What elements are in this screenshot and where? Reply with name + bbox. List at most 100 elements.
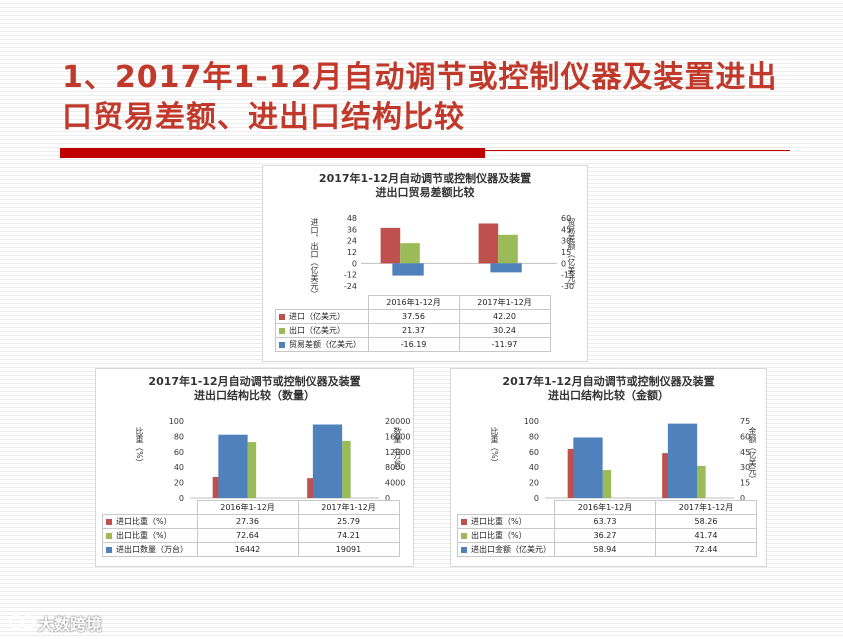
chart-title-line2: 进出口结构比较（数量） xyxy=(194,389,315,402)
y-tick-right: 16000 xyxy=(385,432,410,441)
legend-swatch xyxy=(279,341,285,348)
chart-title-line2: 进出口结构比较（金额） xyxy=(548,389,669,402)
y-tick-left: 80 xyxy=(529,432,539,441)
chart-trade-balance: 2017年1-12月自动调节或控制仪器及装置 进出口贸易差额比较 进口、出口（亿… xyxy=(262,165,588,362)
legend-entry: 进口（亿美元） xyxy=(275,309,369,324)
y-tick-left: 36 xyxy=(347,225,357,234)
bar-1-1 xyxy=(567,448,578,498)
y-tick-left: 100 xyxy=(524,417,539,426)
bar-1-2 xyxy=(478,223,499,264)
data-label: 41.74 xyxy=(655,528,757,543)
bar-3-2 xyxy=(490,263,522,273)
table-row: 进口（亿美元） 37.56 42.20 xyxy=(275,309,551,324)
table-row: 进口比重（%） 63.73 58.26 xyxy=(457,514,757,529)
y-tick-left: 40 xyxy=(174,463,184,472)
legend-swatch xyxy=(106,546,112,553)
legend-entry: 贸易差额（亿美元） xyxy=(275,337,369,352)
y-tick-left: 48 xyxy=(347,214,357,223)
bar-3-1 xyxy=(392,263,424,276)
legend-label: 贸易差额（亿美元） xyxy=(289,340,361,349)
chart-title: 2017年1-12月自动调节或控制仪器及装置 进出口结构比较（数量） xyxy=(96,375,413,403)
y-axis-label-right: 数量（万台） xyxy=(393,427,402,475)
y-tick-left: 20 xyxy=(174,479,184,488)
legend-swatch xyxy=(461,546,467,553)
data-label: 19091 xyxy=(297,542,400,557)
legend-swatch xyxy=(106,532,112,539)
table-corner xyxy=(102,500,198,515)
chart-plot: 48 36 24 12 0 -12 -24 60 45 30 15 0 -15 -30 xyxy=(344,214,574,291)
table-corner xyxy=(275,295,369,310)
bar-1-2 xyxy=(307,478,317,498)
chart-structure-amount: 2017年1-12月自动调节或控制仪器及装置 进出口结构比较（金额） 比重（%）… xyxy=(450,368,767,567)
x-tick-label: 2017年1-12月 xyxy=(458,295,551,310)
y-tick-right: 75 xyxy=(740,417,750,426)
data-label: 72.64 xyxy=(196,528,299,543)
bar-2-2 xyxy=(342,440,351,498)
data-table: 2016年1-12月 2017年1-12月 进口比重（%） 27.36 25.79 出口比… xyxy=(102,500,400,557)
y-tick-right: 0 xyxy=(385,494,390,503)
legend-label: 出口比重（%） xyxy=(116,531,172,540)
data-label: 58.94 xyxy=(554,542,656,557)
legend-swatch xyxy=(279,313,285,320)
y-tick-right: 60 xyxy=(740,432,750,441)
data-label: 37.56 xyxy=(367,309,460,324)
legend-swatch xyxy=(279,327,285,334)
legend-swatch xyxy=(461,518,467,525)
y-tick-left: 12 xyxy=(347,248,357,257)
bar-1-1 xyxy=(212,476,223,498)
y-tick-left: 60 xyxy=(174,448,184,457)
y-tick-right: 15 xyxy=(561,248,571,257)
slide-title: 1、2017年1-12月自动调节或控制仪器及装置进出口贸易差额、进出口结构比较 xyxy=(62,60,778,135)
legend-label: 进出口数量（万台） xyxy=(116,545,188,554)
bar-1-1 xyxy=(380,227,401,264)
x-tick-label: 2016年1-12月 xyxy=(196,500,299,515)
y-tick-right: 45 xyxy=(740,448,750,457)
data-label: -16.19 xyxy=(367,337,460,352)
y-tick-right: 30 xyxy=(561,237,571,246)
table-row: 出口比重（%） 72.64 74.21 xyxy=(102,528,400,543)
data-label: 16442 xyxy=(196,542,299,557)
data-label: 63.73 xyxy=(554,514,656,529)
legend-swatch xyxy=(106,518,112,525)
chart-title-line1: 2017年1-12月自动调节或控制仪器及装置 xyxy=(148,375,361,388)
y-tick-left: 24 xyxy=(347,237,357,246)
legend-label: 进口（亿美元） xyxy=(289,312,345,321)
y-tick-left: 60 xyxy=(529,448,539,457)
y-tick-right: 60 xyxy=(561,214,571,223)
y-tick-right: 20000 xyxy=(385,417,410,426)
y-tick-right: 15 xyxy=(740,479,750,488)
y-tick-right: 45 xyxy=(561,225,571,234)
chart-structure-quantity: 2017年1-12月自动调节或控制仪器及装置 进出口结构比较（数量） 比重（%）… xyxy=(95,368,414,567)
data-label: 25.79 xyxy=(297,514,400,529)
bar-3-1 xyxy=(218,434,248,498)
y-axis-label-left: 进口、出口（亿美元） xyxy=(310,218,319,298)
y-tick-right: 0 xyxy=(561,259,566,268)
y-tick-right: -15 xyxy=(561,271,574,280)
legend-label: 出口比重（%） xyxy=(471,531,527,540)
x-tick-label: 2017年1-12月 xyxy=(297,500,400,515)
data-label: 36.27 xyxy=(554,528,656,543)
y-tick-left: 100 xyxy=(169,417,184,426)
bar-2-1 xyxy=(602,470,612,498)
x-tick-label: 2016年1-12月 xyxy=(367,295,460,310)
bar-2-1 xyxy=(247,442,257,498)
table-row: 进出口金额（亿美元） 58.94 72.44 xyxy=(457,542,757,557)
legend-label: 出口（亿美元） xyxy=(289,326,345,335)
y-tick-right: 8000 xyxy=(385,463,405,472)
legend-label: 进口比重（%） xyxy=(116,517,172,526)
y-axis-label-right: 贸易差额（亿美元） xyxy=(567,218,576,290)
bar-3-1 xyxy=(573,437,603,498)
y-axis-label-left: 比重（%） xyxy=(135,427,144,467)
x-tick-label: 2017年1-12月 xyxy=(655,500,757,515)
table-row: 出口（亿美元） 21.37 30.24 xyxy=(275,323,551,338)
legend-entry: 出口比重（%） xyxy=(457,528,555,543)
legend-label: 进口比重（%） xyxy=(471,517,527,526)
bar-3-2 xyxy=(667,423,698,498)
chart-title-line2: 进出口贸易差额比较 xyxy=(375,186,475,199)
data-label: 42.20 xyxy=(458,309,551,324)
bar-2-2 xyxy=(697,465,706,498)
watermark-text: 大数跨境 xyxy=(38,615,103,634)
y-tick-right: 12000 xyxy=(385,448,410,457)
legend-entry: 出口比重（%） xyxy=(102,528,198,543)
table-corner xyxy=(457,500,555,515)
